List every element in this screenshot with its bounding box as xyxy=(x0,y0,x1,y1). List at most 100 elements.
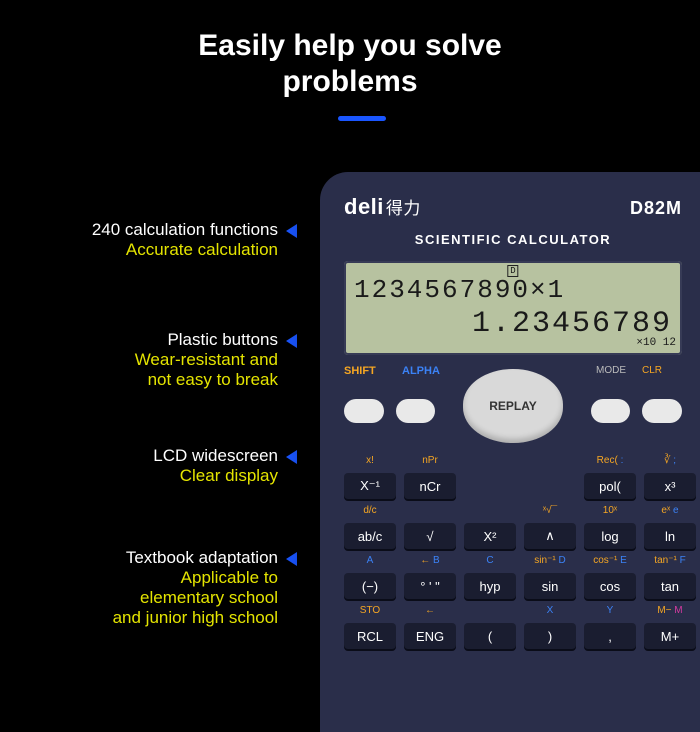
accent-divider xyxy=(338,116,386,121)
clr-label: CLR xyxy=(642,365,662,376)
replay-dpad[interactable]: REPLAY xyxy=(463,369,562,443)
key-cell: ( xyxy=(464,607,516,649)
key-secondary-label: d/c xyxy=(344,506,396,516)
headline: Easily help you solveproblems xyxy=(0,28,700,100)
lcd-screen: D 1234567890×1 1.23456789 ×10 12 xyxy=(344,261,682,355)
key-secondary-label: Y xyxy=(584,606,636,616)
calc-key[interactable]: log xyxy=(584,523,636,549)
key-cell: tan⁻¹ F tan xyxy=(644,557,696,599)
pointer-icon xyxy=(286,224,297,238)
calc-key[interactable]: M+ xyxy=(644,623,696,649)
calc-key[interactable]: ENG xyxy=(404,623,456,649)
lcd-line1: 1234567890×1 xyxy=(354,275,672,305)
key-secondary-label: tan⁻¹ F xyxy=(644,556,696,566)
lcd-mode-indicator: D xyxy=(507,265,518,277)
key-cell: cos⁻¹ E cos xyxy=(584,557,636,599)
calc-key[interactable]: X² xyxy=(464,523,516,549)
feature-callout: Textbook adaptationApplicable toelementa… xyxy=(18,548,278,628)
feature-subtitle: Clear display xyxy=(18,466,278,486)
calc-key[interactable]: cos xyxy=(584,573,636,599)
key-cell: ← B ° ' " xyxy=(404,557,456,599)
feature-title: LCD widescreen xyxy=(18,446,278,466)
feature-subtitle: Wear-resistant andnot easy to break xyxy=(18,350,278,390)
key-cell: X) xyxy=(524,607,576,649)
feature-title: Plastic buttons xyxy=(18,330,278,350)
key-secondary-label: ∛ ; xyxy=(644,456,696,466)
key-cell: √ xyxy=(404,507,456,549)
mode-label: MODE xyxy=(596,365,626,376)
feature-callout: 240 calculation functionsAccurate calcul… xyxy=(18,220,278,260)
feature-callout: LCD widescreenClear display xyxy=(18,446,278,486)
calc-key[interactable]: RCL xyxy=(344,623,396,649)
key-secondary-label: sin⁻¹ D xyxy=(524,556,576,566)
key-cell: M− M M+ xyxy=(644,607,696,649)
key-cell: X² xyxy=(464,507,516,549)
key-secondary-label: ← B xyxy=(404,556,456,566)
lcd-exponent: ×10 12 xyxy=(636,337,676,349)
on-button[interactable] xyxy=(642,399,682,423)
brand-logo: deli得力 xyxy=(344,194,421,220)
key-cell: ← ENG xyxy=(404,607,456,649)
calc-key[interactable]: sin xyxy=(524,573,576,599)
calc-key[interactable]: ∧ xyxy=(524,523,576,549)
calculator-body: deli得力 D82M SCIENTIFIC CALCULATOR D 1234… xyxy=(320,172,700,732)
calc-key[interactable]: nCr xyxy=(404,473,456,499)
key-cell: Y, xyxy=(584,607,636,649)
key-secondary-label: x! xyxy=(344,456,396,466)
calc-key[interactable]: (−) xyxy=(344,573,396,599)
model-number: D82M xyxy=(630,198,682,219)
calc-key[interactable]: X⁻¹ xyxy=(344,473,396,499)
key-cell: x! X⁻¹ xyxy=(344,457,396,499)
key-secondary-label: X xyxy=(524,606,576,616)
lcd-line2: 1.23456789 xyxy=(354,307,672,341)
pointer-icon xyxy=(286,552,297,566)
key-cell: nPr nCr xyxy=(404,457,456,499)
shift-label: SHIFT xyxy=(344,365,376,377)
key-secondary-label: 10ˣ xyxy=(584,506,636,516)
shift-button[interactable] xyxy=(344,399,384,423)
alpha-label: ALPHA xyxy=(402,365,440,377)
key-secondary-label: eˣ e xyxy=(644,506,696,516)
key-cell: sin⁻¹ D sin xyxy=(524,557,576,599)
key-cell: STO RCL xyxy=(344,607,396,649)
key-cell: ∛ ; x³ xyxy=(644,457,696,499)
key-cell: ˣ√¯ ∧ xyxy=(524,507,576,549)
calc-key[interactable]: pol( xyxy=(584,473,636,499)
alpha-button[interactable] xyxy=(396,399,436,423)
key-cell: A (−) xyxy=(344,557,396,599)
pointer-icon xyxy=(286,334,297,348)
feature-subtitle: Applicable toelementary schooland junior… xyxy=(18,568,278,628)
mode-button[interactable] xyxy=(591,399,631,423)
key-cell: 10ˣ log xyxy=(584,507,636,549)
calc-key[interactable]: ( xyxy=(464,623,516,649)
top-control-row: SHIFT ALPHA MODE CLR REPLAY xyxy=(344,379,682,443)
feature-callout: Plastic buttonsWear-resistant andnot eas… xyxy=(18,330,278,390)
calc-key[interactable]: hyp xyxy=(464,573,516,599)
calculator-subtitle: SCIENTIFIC CALCULATOR xyxy=(344,232,682,247)
calc-key[interactable]: ab/c xyxy=(344,523,396,549)
calc-key[interactable]: , xyxy=(584,623,636,649)
feature-title: 240 calculation functions xyxy=(18,220,278,240)
key-cell: Chyp xyxy=(464,557,516,599)
key-cell: d/c ab/c xyxy=(344,507,396,549)
calc-key[interactable]: x³ xyxy=(644,473,696,499)
key-secondary-label: ˣ√¯ xyxy=(524,506,576,516)
key-secondary-label: nPr xyxy=(404,456,456,466)
key-secondary-label: cos⁻¹ E xyxy=(584,556,636,566)
key-secondary-label: Rec( : xyxy=(584,456,636,466)
calc-key[interactable]: ) xyxy=(524,623,576,649)
calc-key[interactable]: √ xyxy=(404,523,456,549)
key-secondary-label: M− M xyxy=(644,606,696,616)
key-cell: Rec( : pol( xyxy=(584,457,636,499)
calc-key[interactable]: ln xyxy=(644,523,696,549)
key-grid: x!X⁻¹nPrnCrRec( :pol(∛ ;x³d/cab/c√X²ˣ√¯∧… xyxy=(344,457,682,649)
key-secondary-label: C xyxy=(464,556,516,566)
pointer-icon xyxy=(286,450,297,464)
key-secondary-label: STO xyxy=(344,606,396,616)
feature-subtitle: Accurate calculation xyxy=(18,240,278,260)
key-cell: eˣ e ln xyxy=(644,507,696,549)
calc-key[interactable]: tan xyxy=(644,573,696,599)
calc-key[interactable]: ° ' " xyxy=(404,573,456,599)
key-secondary-label: A xyxy=(344,556,396,566)
key-secondary-label: ← xyxy=(404,606,456,616)
